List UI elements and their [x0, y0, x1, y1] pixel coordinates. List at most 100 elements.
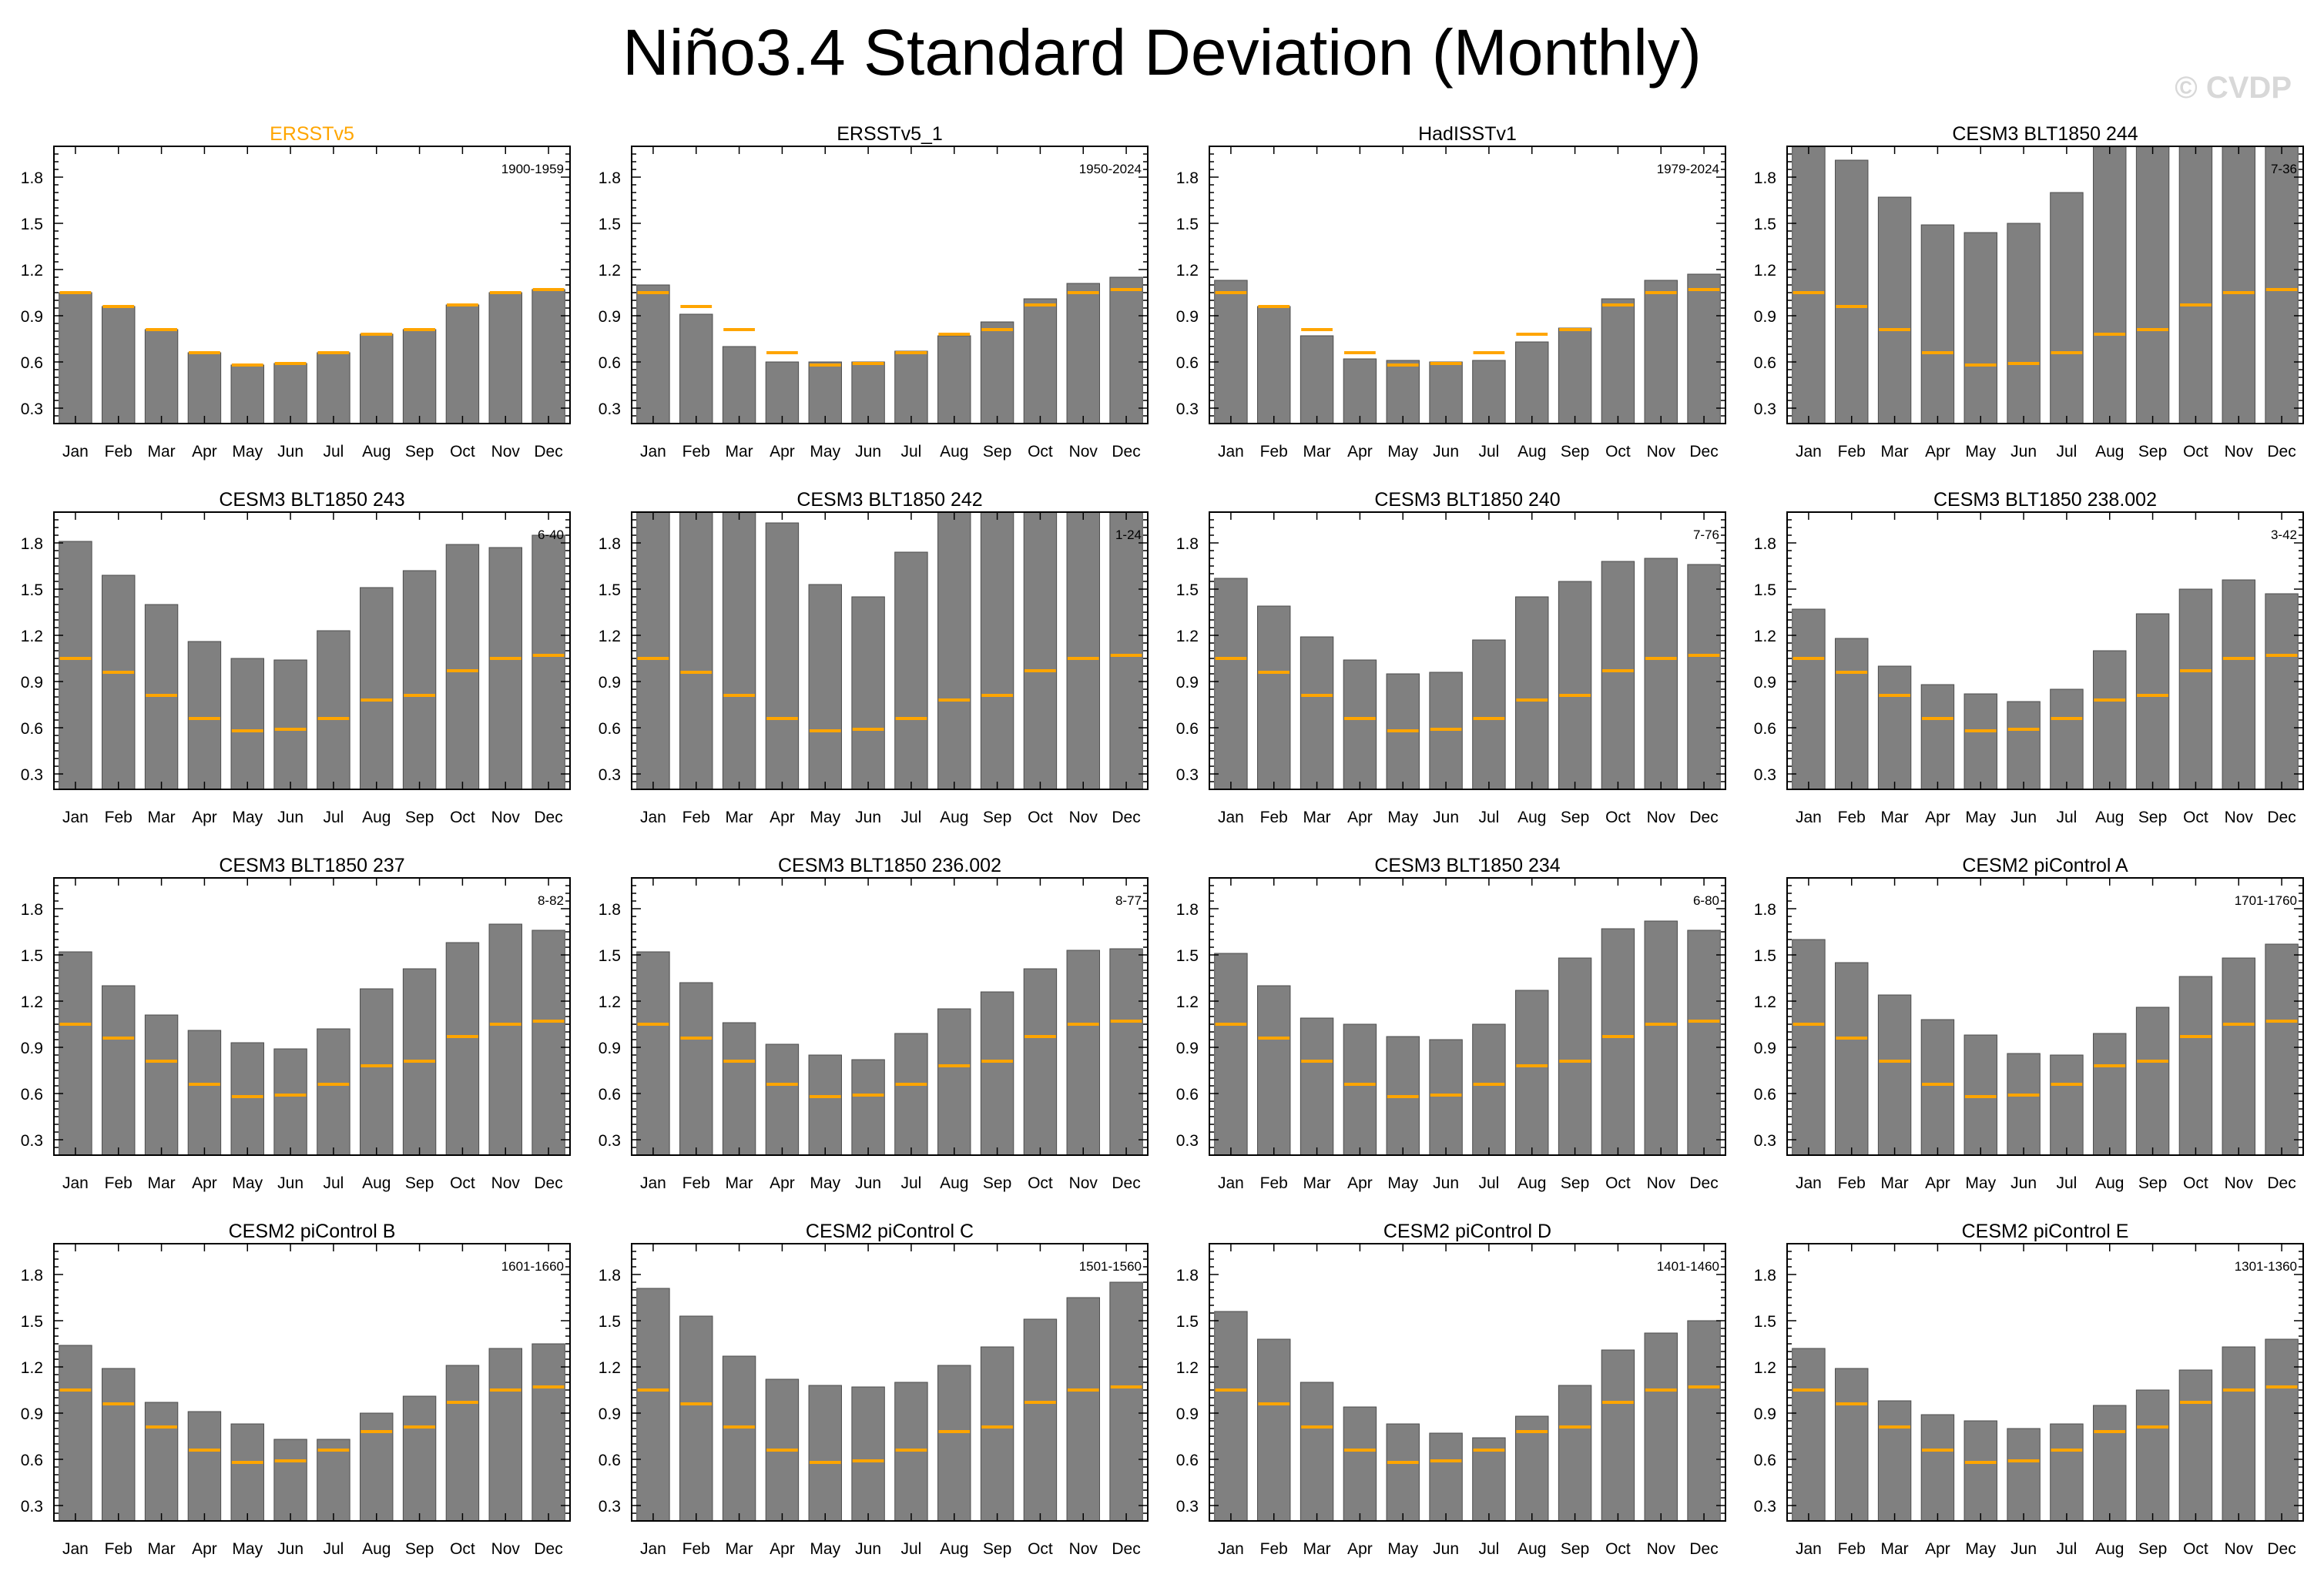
bar [722, 346, 756, 424]
y-tick-label: 0.9 [1176, 308, 1199, 326]
bar [360, 333, 394, 424]
bar [317, 1439, 350, 1521]
x-tick-label: Feb [1260, 1174, 1288, 1192]
bar [1792, 939, 1826, 1155]
bar [1109, 276, 1143, 424]
bar [273, 1048, 307, 1155]
y-tick-label: 0.6 [1176, 1086, 1199, 1104]
y-tick-label: 1.2 [1754, 628, 1776, 645]
x-tick-label: Dec [2267, 1540, 2295, 1558]
x-tick-label: Sep [405, 809, 434, 826]
y-tick-label: 0.6 [1754, 354, 1776, 372]
x-tick-label: Aug [940, 443, 968, 461]
y-tick-label: 0.9 [1176, 674, 1199, 692]
bar [2222, 579, 2255, 789]
bar [722, 1355, 756, 1521]
bar [1257, 605, 1291, 789]
bar [1835, 1368, 1869, 1521]
bar [808, 361, 842, 424]
x-tick-label: Oct [2183, 1174, 2208, 1192]
bar [445, 304, 480, 424]
y-tick-label: 0.9 [1754, 674, 1776, 692]
bar-series [1214, 1311, 1721, 1521]
bar [532, 1343, 565, 1521]
bar [1472, 639, 1506, 789]
panel: CESM2 piControl A 0.3 0.6 0.9 1.2 1.5 1.8 Jan Fe… [1754, 855, 2304, 1192]
panel-title: CESM2 piControl D [1383, 1221, 1551, 1242]
y-tick-label: 1.5 [599, 581, 621, 599]
x-tick-label: Aug [1517, 1174, 1546, 1192]
bar [1558, 1385, 1592, 1521]
x-tick-label: May [810, 809, 840, 826]
year-range-label: 1950-2024 [1079, 162, 1142, 176]
y-tick-label: 0.3 [599, 766, 621, 784]
bar [1109, 1281, 1143, 1521]
x-tick-label: Oct [450, 443, 475, 461]
y-tick-label: 1.2 [1176, 628, 1199, 645]
bar [636, 284, 670, 424]
panel-title: CESM2 piControl A [1962, 855, 2128, 876]
bar [1386, 1423, 1420, 1521]
x-tick-label: Feb [682, 1174, 710, 1192]
bar [144, 1014, 179, 1155]
x-tick-label: Jan [640, 809, 666, 826]
x-tick-label: Oct [1605, 443, 1631, 461]
bar [980, 1346, 1014, 1521]
bar [1066, 283, 1100, 424]
x-tick-label: Nov [491, 809, 521, 826]
y-tick-label: 0.6 [599, 720, 621, 738]
bar [2178, 588, 2213, 789]
bar [679, 512, 713, 789]
x-tick-label: Sep [1561, 1174, 1589, 1192]
x-tick-label: Feb [105, 443, 132, 461]
x-tick-label: May [1387, 1174, 1418, 1192]
x-tick-label: Apr [192, 809, 217, 826]
bar [1023, 1318, 1058, 1521]
x-tick-label: Dec [534, 443, 562, 461]
x-tick-label: Jul [900, 443, 921, 461]
bar [679, 982, 713, 1155]
bar [1877, 994, 1912, 1155]
bar [2050, 1423, 2084, 1521]
bar [2265, 1338, 2299, 1521]
bar [1257, 1338, 1291, 1521]
bar [808, 1385, 842, 1521]
panel: CESM3 BLT1850 240 0.3 0.6 0.9 1.2 1.5 1.8 Jan Fe… [1176, 489, 1726, 826]
bar [488, 1348, 522, 1521]
y-tick-label: 0.9 [21, 1405, 43, 1423]
year-range-label: 6-80 [1693, 893, 1719, 908]
bar-series [59, 288, 565, 424]
bar [2007, 1428, 2041, 1521]
x-tick-label: Sep [1561, 443, 1589, 461]
x-tick-label: Nov [1069, 809, 1098, 826]
y-tick-label: 0.3 [21, 1132, 43, 1150]
bar [1257, 306, 1291, 424]
bar [59, 292, 92, 424]
panel-title: ERSSTv5_1 [837, 123, 943, 145]
y-tick-label: 1.5 [1176, 1313, 1199, 1331]
bar [1023, 968, 1058, 1155]
year-range-label: 1701-1760 [2235, 893, 2297, 908]
bar-series [1214, 558, 1721, 789]
x-tick-label: Jun [1433, 443, 1459, 461]
bar [2135, 1007, 2170, 1155]
x-tick-label: Feb [682, 809, 710, 826]
bar-series [1214, 273, 1721, 424]
x-tick-label: Aug [940, 809, 968, 826]
bar [1515, 1415, 1549, 1521]
bar [1023, 298, 1058, 424]
y-tick-label: 0.3 [21, 1498, 43, 1516]
x-tick-label: Jul [1478, 443, 1499, 461]
bar [317, 1028, 350, 1155]
x-tick-label: Mar [1880, 809, 1908, 826]
x-tick-label: Jun [855, 1540, 881, 1558]
x-tick-label: Apr [1925, 1174, 1950, 1192]
y-tick-label: 0.6 [21, 1452, 43, 1469]
bar [360, 587, 394, 789]
y-tick-label: 1.5 [599, 1313, 621, 1331]
y-tick-label: 1.5 [1176, 581, 1199, 599]
bar [59, 1345, 92, 1521]
y-tick-label: 1.2 [21, 628, 43, 645]
bar [1214, 1311, 1248, 1521]
bar [1601, 298, 1635, 424]
